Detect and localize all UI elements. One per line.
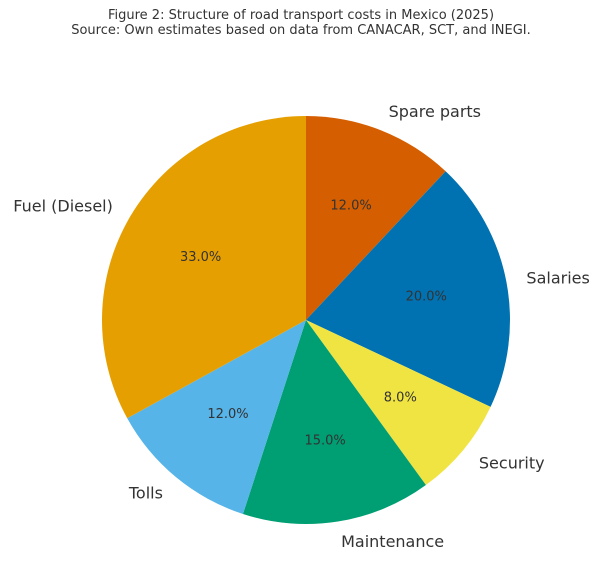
pie-slice-tolls (127, 320, 307, 515)
slice-category-label: Tolls (128, 483, 163, 502)
slice-value-label: 8.0% (384, 391, 417, 406)
pie-slice-fuel-diesel (101, 115, 307, 419)
pie-slice-spare-parts (306, 116, 446, 320)
slice-category-label: Security (479, 454, 545, 473)
slice-value-label: 12.0% (330, 199, 371, 214)
chart-subtitle: Source: Own estimates based on data from… (71, 23, 531, 38)
pie-slice-salaries (306, 171, 511, 407)
chart-title: Figure 2: Structure of road transport co… (107, 8, 495, 23)
pie-slice-security (306, 320, 491, 486)
slice-category-label: Fuel (Diesel) (13, 196, 113, 215)
slice-value-label: 15.0% (304, 433, 345, 448)
slice-value-label: 33.0% (180, 250, 221, 265)
slice-category-label: Salaries (526, 268, 589, 287)
slice-category-label: Maintenance (341, 532, 444, 551)
slice-category-label: Spare parts (389, 102, 481, 121)
slice-value-label: 12.0% (207, 407, 248, 422)
chart-title-block: Figure 2: Structure of road transport co… (0, 8, 602, 38)
pie-slice-maintenance (242, 320, 426, 524)
slice-value-label: 20.0% (406, 290, 447, 305)
